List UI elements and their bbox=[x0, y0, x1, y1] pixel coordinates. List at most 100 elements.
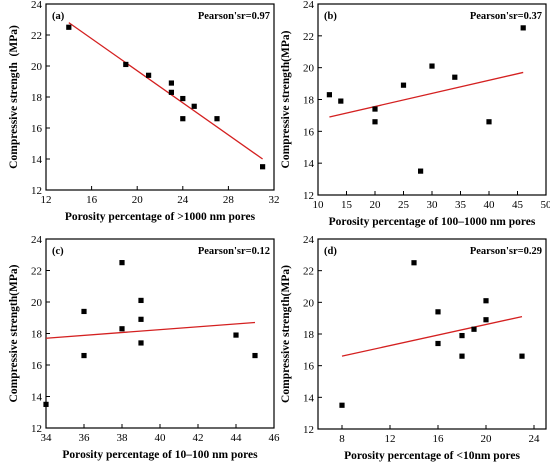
pearson-annotation: Pearson'sr=0.37 bbox=[470, 11, 542, 22]
x-tick-label: 8 bbox=[339, 433, 345, 445]
data-point bbox=[452, 74, 458, 80]
data-point bbox=[138, 340, 144, 346]
data-point bbox=[138, 297, 144, 304]
y-tick-label: 16 bbox=[31, 123, 43, 135]
scatter-panel-3: 12 14 16 18 20 22 24 34 36 38 40 42 44 46 (c) Pearson's… bbox=[8, 234, 280, 461]
data-point bbox=[191, 103, 197, 109]
data-point bbox=[180, 116, 186, 122]
y-tick-label: 14 bbox=[303, 158, 315, 170]
data-point bbox=[372, 119, 378, 125]
plot-frame bbox=[317, 3, 547, 196]
y-tick-label: 16 bbox=[303, 126, 315, 138]
y-tick-label: 14 bbox=[303, 392, 315, 404]
x-tick-label: 16 bbox=[86, 194, 98, 206]
y-tick-label: 22 bbox=[303, 31, 314, 43]
x-tick-label: 42 bbox=[193, 432, 204, 444]
y-tick-label: 24 bbox=[303, 234, 315, 246]
y-tick-label: 20 bbox=[303, 297, 315, 309]
y-axis-label: Compressive strength (MPa) bbox=[8, 25, 20, 169]
pearson-annotation: Pearson'sr=0.97 bbox=[198, 11, 270, 22]
data-point bbox=[483, 317, 489, 323]
panel-label: (c) bbox=[52, 246, 64, 257]
y-tick-label: 22 bbox=[303, 266, 314, 278]
data-point bbox=[483, 298, 489, 304]
y-tick-label: 18 bbox=[303, 329, 315, 341]
panel-label: (b) bbox=[324, 11, 337, 22]
panel-label: (a) bbox=[52, 11, 65, 22]
data-point bbox=[372, 106, 378, 112]
x-tick-label: 12 bbox=[385, 433, 396, 445]
data-point bbox=[260, 164, 266, 170]
y-tick-label: 18 bbox=[31, 329, 43, 341]
plot-frame bbox=[45, 3, 275, 191]
data-point bbox=[400, 82, 407, 88]
y-tick-label: 20 bbox=[31, 297, 43, 309]
x-axis-label: Porosity percentage of >1000 nm pores bbox=[65, 211, 256, 223]
data-point bbox=[435, 309, 441, 315]
data-point bbox=[43, 401, 49, 407]
data-point bbox=[123, 61, 129, 68]
y-tick-label: 14 bbox=[31, 154, 43, 166]
y-axis-label: Compressive strength(MPa) bbox=[8, 264, 20, 402]
y-axis-label: Compressive strength(MPa) bbox=[280, 30, 292, 168]
data-point bbox=[486, 119, 492, 125]
fit-line bbox=[68, 22, 263, 160]
y-tick-label: 12 bbox=[31, 423, 42, 435]
y-tick-label: 12 bbox=[303, 190, 314, 202]
x-tick-label: 35 bbox=[455, 199, 467, 211]
y-tick-label: 18 bbox=[303, 95, 315, 107]
fit-line bbox=[341, 315, 523, 357]
data-point bbox=[180, 95, 186, 102]
x-axis-label: Porosity percentage of 100–1000 nm pores bbox=[329, 216, 536, 228]
y-tick-label: 24 bbox=[31, 234, 43, 246]
y-tick-label: 16 bbox=[303, 361, 315, 373]
x-tick-label: 25 bbox=[398, 199, 410, 211]
data-point bbox=[66, 24, 72, 30]
y-tick-label: 22 bbox=[31, 266, 42, 278]
data-point bbox=[429, 63, 435, 69]
y-tick-label: 20 bbox=[303, 63, 315, 75]
data-point bbox=[214, 116, 220, 122]
x-tick-label: 20 bbox=[370, 199, 382, 211]
pearson-annotation: Pearson'sr=0.29 bbox=[470, 246, 542, 257]
x-tick-label: 40 bbox=[484, 199, 496, 211]
data-point bbox=[168, 80, 174, 86]
fit-line bbox=[329, 71, 524, 118]
data-point bbox=[435, 340, 441, 347]
data-point bbox=[459, 353, 465, 359]
panel-label: (d) bbox=[324, 246, 337, 257]
x-tick-label: 24 bbox=[177, 194, 189, 206]
y-axis-label: Compressive strength(MPa) bbox=[280, 265, 292, 403]
data-point bbox=[119, 326, 125, 332]
y-tick-label: 22 bbox=[31, 30, 42, 42]
x-tick-label: 20 bbox=[132, 194, 144, 206]
data-point bbox=[411, 260, 417, 266]
plot-frame bbox=[45, 238, 275, 429]
x-tick-label: 44 bbox=[231, 432, 243, 444]
scatter-panel-4: 12 14 16 18 20 22 24 8 12 16 20 24 (d) Pearson'sr=0.2… bbox=[280, 234, 547, 462]
data-point bbox=[146, 72, 152, 78]
data-point bbox=[138, 316, 144, 322]
data-point bbox=[339, 402, 345, 408]
data-point bbox=[459, 332, 465, 339]
scatter-panel-2: 12 14 16 18 20 22 24 10 15 20 25 30 35 40 45 50 (b) Pears… bbox=[280, 0, 550, 228]
data-point bbox=[471, 326, 477, 332]
data-point bbox=[338, 98, 344, 104]
y-tick-label: 16 bbox=[31, 360, 43, 372]
pearson-annotation: Pearson'sr=0.12 bbox=[198, 246, 270, 257]
data-point bbox=[519, 353, 525, 359]
y-tick-label: 24 bbox=[31, 0, 43, 11]
x-tick-label: 10 bbox=[313, 199, 325, 211]
x-tick-label: 32 bbox=[269, 194, 280, 206]
data-point bbox=[252, 352, 258, 359]
y-tick-label: 12 bbox=[303, 424, 314, 436]
x-tick-label: 46 bbox=[269, 432, 281, 444]
data-point bbox=[119, 260, 125, 266]
y-tick-label: 18 bbox=[31, 92, 43, 104]
x-tick-label: 36 bbox=[79, 432, 91, 444]
data-point bbox=[81, 308, 87, 315]
x-tick-label: 40 bbox=[155, 432, 167, 444]
x-tick-label: 24 bbox=[529, 433, 541, 445]
x-tick-label: 34 bbox=[41, 432, 53, 444]
